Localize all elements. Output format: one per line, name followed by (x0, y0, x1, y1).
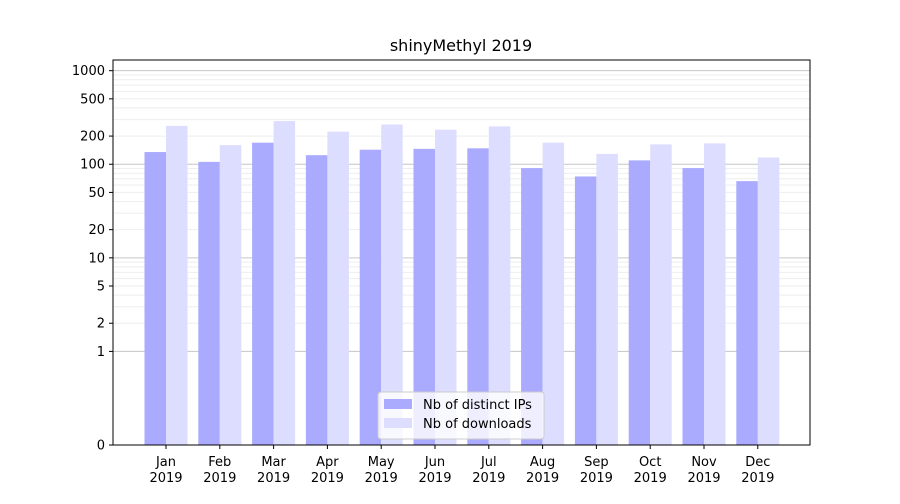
bar-downloads-jul (488, 126, 511, 445)
y-tick-label: 5 (97, 280, 105, 295)
bar-downloads-jan (166, 125, 188, 445)
plot-frame (112, 59, 811, 446)
bar-downloads-mar (273, 121, 296, 446)
x-tick-label-month: Jan (155, 455, 176, 470)
legend-label: Nb of distinct IPs (423, 398, 532, 413)
x-tick-label-year: 2019 (741, 471, 774, 486)
bar-distinct-ips-aug (521, 168, 543, 445)
y-tick-label: 10 (88, 251, 105, 266)
x-tick-label-year: 2019 (634, 471, 667, 486)
y-tick-label: 100 (80, 158, 105, 173)
chart-title: shinyMethyl 2019 (390, 36, 532, 55)
y-axis: 0 1 2 5 10 20 50 100 200 500 1000 (72, 64, 113, 454)
y-tick-label: 0 (97, 439, 105, 454)
bar-downloads-may (381, 124, 403, 445)
x-tick-label-year: 2019 (472, 471, 505, 486)
legend-label: Nb of downloads (423, 417, 532, 432)
x-tick-label-year: 2019 (418, 471, 451, 486)
x-tick-label-year: 2019 (203, 471, 236, 486)
legend-box (377, 391, 545, 440)
bar-downloads-sep (596, 153, 618, 446)
x-tick-label-year: 2019 (526, 471, 559, 486)
bar-distinct-ips-feb (198, 161, 220, 445)
x-tick-label-month: Jul (480, 455, 497, 470)
x-tick-label-month: Mar (261, 455, 286, 470)
bar-downloads-oct (650, 144, 672, 445)
y-tick-label: 1 (97, 345, 105, 360)
bar-distinct-ips-dec (736, 181, 758, 445)
x-tick-label-year: 2019 (687, 471, 720, 486)
bar-downloads-jun (435, 129, 457, 445)
bar-distinct-ips-jan (144, 152, 166, 445)
legend: Nb of distinct IPs Nb of downloads (377, 391, 545, 440)
x-tick-label-month: May (368, 455, 395, 470)
bar-downloads-aug (542, 142, 565, 445)
bar-distinct-ips-jun (413, 148, 435, 445)
bar-distinct-ips-oct (628, 160, 651, 445)
x-tick-label-month: Feb (208, 455, 231, 470)
legend-swatch (384, 418, 412, 428)
y-tick-label: 1000 (72, 64, 105, 79)
x-tick-label-month: Jun (424, 455, 445, 470)
bar-distinct-ips-jul (467, 148, 489, 446)
x-tick-label-year: 2019 (257, 471, 290, 486)
x-tick-label-month: Dec (745, 455, 770, 470)
x-tick-label-year: 2019 (365, 471, 398, 486)
x-tick-label-year: 2019 (149, 471, 182, 486)
x-tick-label-year: 2019 (311, 471, 344, 486)
y-tick-label: 500 (80, 92, 105, 107)
bar-distinct-ips-sep (574, 176, 597, 446)
x-tick-label-month: Apr (316, 455, 339, 470)
legend-swatch (384, 399, 412, 409)
x-tick-label-month: Sep (584, 455, 609, 470)
bar-distinct-ips-may (359, 149, 382, 445)
bar-distinct-ips-mar (252, 142, 274, 445)
y-tick-label: 2 (97, 317, 105, 332)
x-tick-label-year: 2019 (580, 471, 613, 486)
bar-downloads-nov (704, 143, 726, 446)
bar-downloads-dec (757, 157, 780, 445)
bars (144, 121, 780, 446)
bar-distinct-ips-nov (682, 168, 704, 445)
x-tick-label-month: Oct (639, 455, 661, 470)
x-axis: Jan2019Feb2019Mar2019Apr2019May2019Jun20… (149, 445, 774, 486)
y-tick-label: 200 (80, 130, 105, 145)
bar-downloads-apr (327, 131, 349, 445)
bar-distinct-ips-apr (305, 155, 328, 445)
y-tick-label: 20 (88, 223, 105, 238)
y-tick-label: 50 (88, 186, 105, 201)
bar-downloads-feb (219, 145, 242, 445)
x-tick-label-month: Nov (691, 455, 717, 470)
x-tick-label-month: Aug (530, 455, 555, 470)
